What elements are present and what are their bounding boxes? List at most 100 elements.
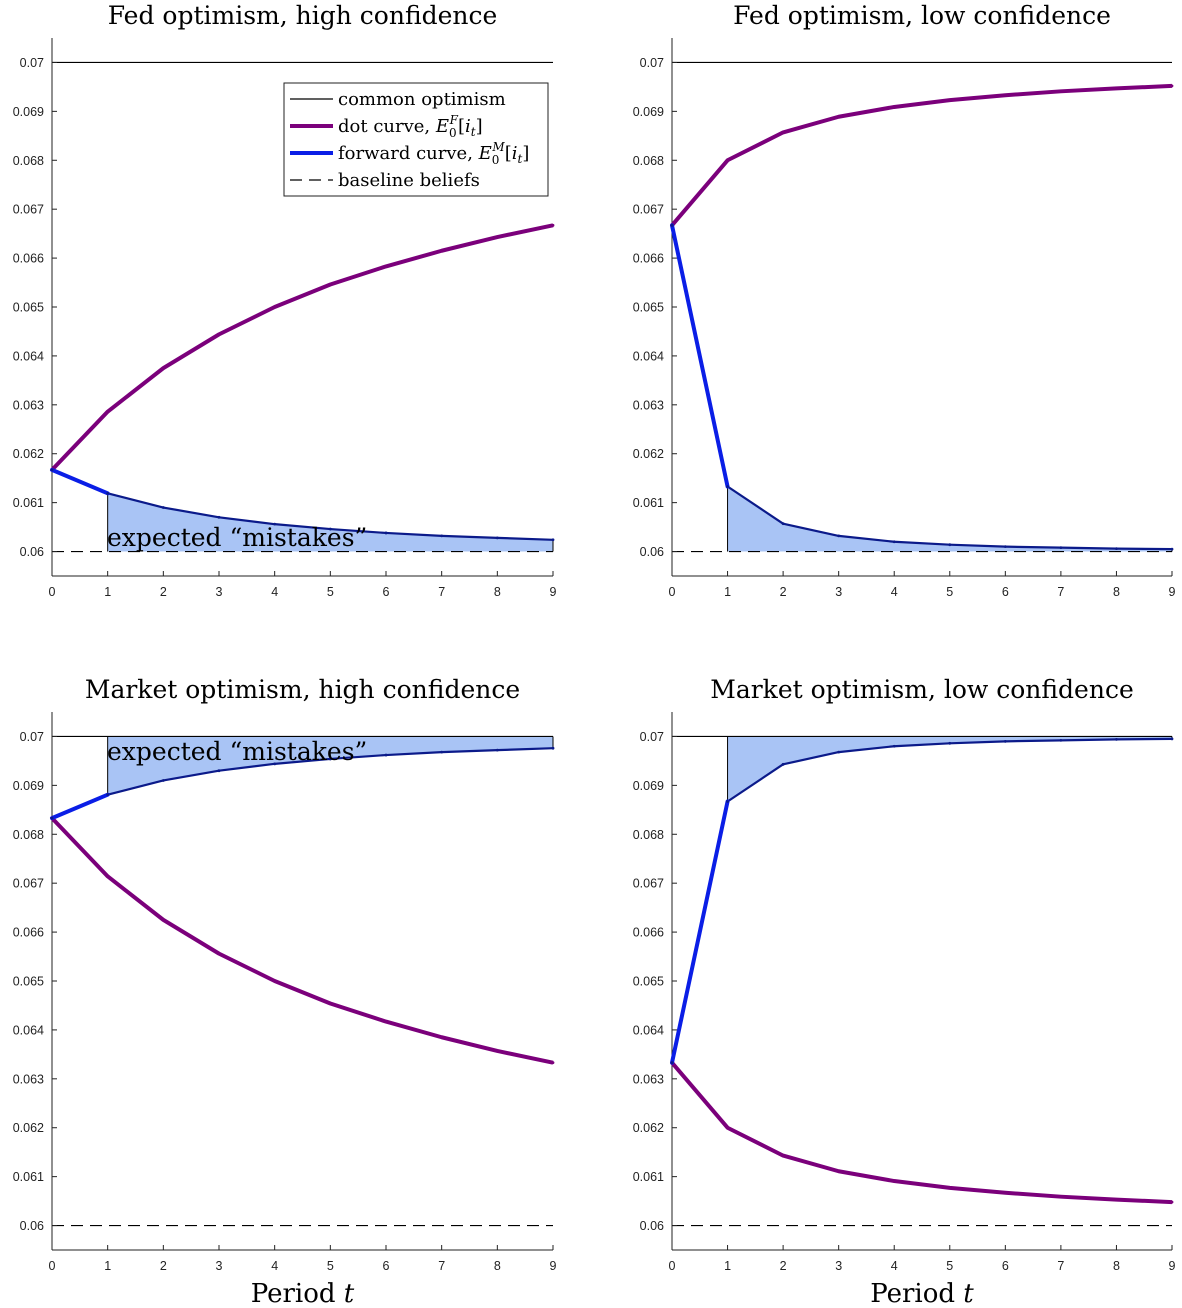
forward-curve-point: [495, 748, 499, 752]
y-tick-label: 0.063: [13, 1072, 44, 1086]
forward-curve-point: [837, 750, 841, 754]
x-tick-label: 6: [383, 585, 390, 599]
expected-mistakes-annotation: expected “mistakes”: [107, 523, 367, 552]
y-tick-label: 0.062: [13, 1121, 44, 1135]
y-tick-label: 0.061: [13, 496, 44, 510]
y-tick-label: 0.06: [640, 545, 664, 559]
y-tick-label: 0.062: [633, 1121, 664, 1135]
dot-curve-point: [1003, 1191, 1007, 1195]
dot-curve-point: [1059, 1195, 1063, 1199]
x-axis-label: Period t: [870, 1279, 974, 1308]
x-tick-label: 2: [160, 585, 167, 599]
forward-curve-point: [384, 753, 388, 757]
dot-curve-point: [1003, 93, 1007, 97]
forward-curve-point: [106, 491, 110, 495]
y-tick-label: 0.062: [633, 447, 664, 461]
x-tick-label: 3: [835, 585, 842, 599]
y-tick-label: 0.061: [633, 1170, 664, 1184]
x-tick-label: 5: [327, 585, 334, 599]
forward-curve-point: [1170, 737, 1174, 741]
dot-curve-point: [106, 874, 110, 878]
x-tick-label: 5: [946, 585, 953, 599]
dot-curve-point: [217, 952, 221, 956]
x-tick-label: 4: [271, 1259, 278, 1273]
chart-title: Fed optimism, low confidence: [733, 1, 1111, 30]
forward-curve-point: [781, 522, 785, 526]
y-tick-label: 0.069: [13, 779, 44, 793]
dot-curve-point: [328, 283, 332, 286]
x-tick-label: 1: [104, 1259, 111, 1273]
y-tick-label: 0.069: [633, 779, 664, 793]
dot-curve-point: [328, 1002, 332, 1005]
x-tick-label: 7: [1057, 1259, 1064, 1273]
dot-curve-point: [1059, 89, 1063, 93]
dot-curve-point: [1115, 1198, 1118, 1202]
y-tick-label: 0.065: [633, 301, 664, 315]
chart-panel-4: Market optimism, low confidence 0.06 0.061…: [633, 675, 1176, 1308]
dot-curve-point: [495, 235, 499, 239]
y-tick-label: 0.065: [13, 975, 44, 989]
y-tick-label: 0.061: [13, 1170, 44, 1184]
y-tick-label: 0.068: [633, 828, 664, 842]
dot-curve-line: [670, 1061, 1173, 1205]
forward-curve-point: [440, 750, 444, 754]
dot-curve-point: [892, 105, 896, 109]
legend-label-3: forward curve, E0M[it]: [338, 140, 529, 167]
dot-curve-point: [837, 1169, 841, 1173]
forward-curve-point: [892, 540, 896, 544]
x-tick-label: 3: [216, 1259, 223, 1273]
y-tick-label: 0.06: [640, 1219, 664, 1233]
forward-curve-point: [1059, 738, 1063, 742]
y-tick-label: 0.064: [13, 349, 44, 363]
x-tick-label: 8: [1113, 585, 1120, 599]
y-tick-label: 0.064: [633, 1023, 664, 1037]
chart-panel-3: Market optimism, high confidence 0.06 0.06…: [13, 675, 557, 1308]
forward-curve-point: [50, 468, 54, 472]
forward-curve-point: [161, 506, 165, 509]
forward-curve-point: [892, 744, 896, 748]
y-tick-label: 0.07: [20, 56, 44, 70]
forward-curve-point: [1003, 739, 1007, 743]
forward-curve-point: [1003, 545, 1007, 549]
dot-curve-point: [161, 366, 165, 370]
y-tick-label: 0.062: [13, 447, 44, 461]
y-tick-label: 0.066: [13, 926, 44, 940]
dot-curve-point: [495, 1049, 499, 1053]
forward-curve-initial-segment: [50, 792, 110, 821]
dot-curve-line: [670, 83, 1173, 227]
dot-curve-point: [948, 1186, 952, 1190]
forward-curve-point: [1059, 546, 1063, 550]
y-tick-label: 0.068: [13, 828, 44, 842]
chart-title: Market optimism, low confidence: [710, 675, 1134, 704]
x-tick-label: 7: [438, 585, 445, 599]
dot-curve-point: [440, 1035, 444, 1039]
forward-curve-point: [440, 534, 444, 538]
forward-curve-point: [1170, 547, 1174, 551]
x-tick-label: 2: [160, 1259, 167, 1273]
dot-curve-point: [384, 1020, 388, 1023]
y-tick-label: 0.066: [633, 252, 664, 266]
forward-curve-point: [948, 741, 952, 745]
forward-curve-point: [273, 762, 277, 766]
dot-curve-point: [217, 332, 221, 336]
forward-curve-point: [328, 527, 332, 531]
forward-curve-point: [273, 522, 277, 526]
x-tick-label: 9: [1169, 1259, 1176, 1273]
x-tick-label: 0: [49, 1259, 56, 1273]
forward-curve-point: [551, 746, 555, 750]
forward-curve-point: [726, 800, 729, 803]
forward-curve-point: [161, 779, 165, 782]
forward-curve-point: [670, 1061, 674, 1065]
x-tick-label: 0: [669, 585, 676, 599]
y-tick-label: 0.066: [13, 252, 44, 266]
x-tick-label: 4: [271, 585, 278, 599]
y-tick-label: 0.069: [633, 105, 664, 119]
y-tick-label: 0.063: [13, 398, 44, 412]
x-tick-label: 9: [550, 1259, 557, 1273]
x-tick-label: 4: [891, 1259, 898, 1273]
y-tick-label: 0.064: [13, 1023, 44, 1037]
chart-panel-1: Fed optimism, high confidence 0.06 0.061 0.…: [13, 1, 557, 599]
x-tick-label: 6: [1002, 585, 1009, 599]
y-tick-label: 0.07: [640, 56, 664, 70]
dot-curve-point: [440, 249, 444, 253]
